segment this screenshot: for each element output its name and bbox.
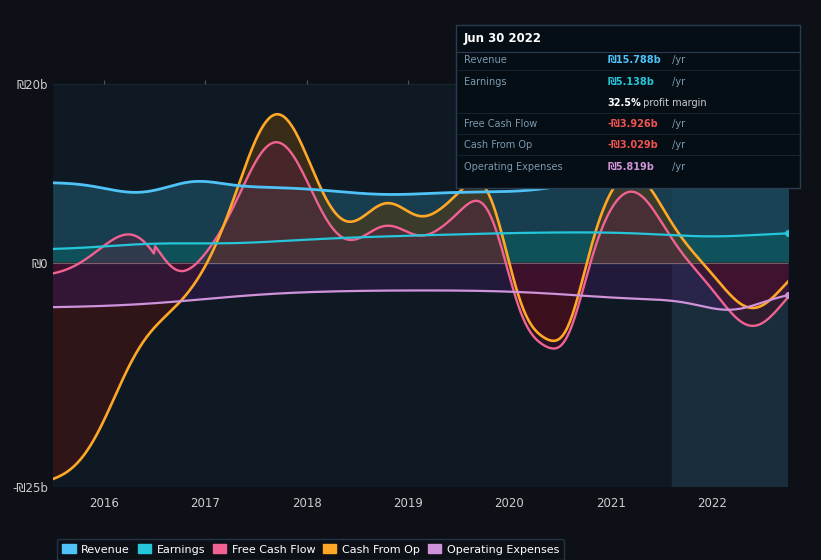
Bar: [672, 84, 788, 487]
Text: profit margin: profit margin: [640, 98, 707, 108]
Text: Operating Expenses: Operating Expenses: [464, 162, 562, 172]
Text: /yr: /yr: [669, 141, 686, 151]
Legend: Revenue, Earnings, Free Cash Flow, Cash From Op, Operating Expenses: Revenue, Earnings, Free Cash Flow, Cash …: [57, 539, 565, 560]
Text: /yr: /yr: [669, 77, 686, 87]
Text: Cash From Op: Cash From Op: [464, 141, 532, 151]
Text: -₪3.029b: -₪3.029b: [608, 141, 658, 151]
Text: Free Cash Flow: Free Cash Flow: [464, 119, 537, 129]
Text: 32.5%: 32.5%: [608, 98, 641, 108]
Text: -₪3.926b: -₪3.926b: [608, 119, 658, 129]
Text: /yr: /yr: [669, 55, 686, 66]
Text: ₪5.819b: ₪5.819b: [608, 162, 654, 172]
Text: /yr: /yr: [669, 162, 686, 172]
Text: /yr: /yr: [669, 119, 686, 129]
Text: Earnings: Earnings: [464, 77, 507, 87]
Text: Revenue: Revenue: [464, 55, 507, 66]
Text: ₪15.788b: ₪15.788b: [608, 55, 661, 66]
Text: Jun 30 2022: Jun 30 2022: [464, 32, 542, 45]
Text: ₪5.138b: ₪5.138b: [608, 77, 654, 87]
